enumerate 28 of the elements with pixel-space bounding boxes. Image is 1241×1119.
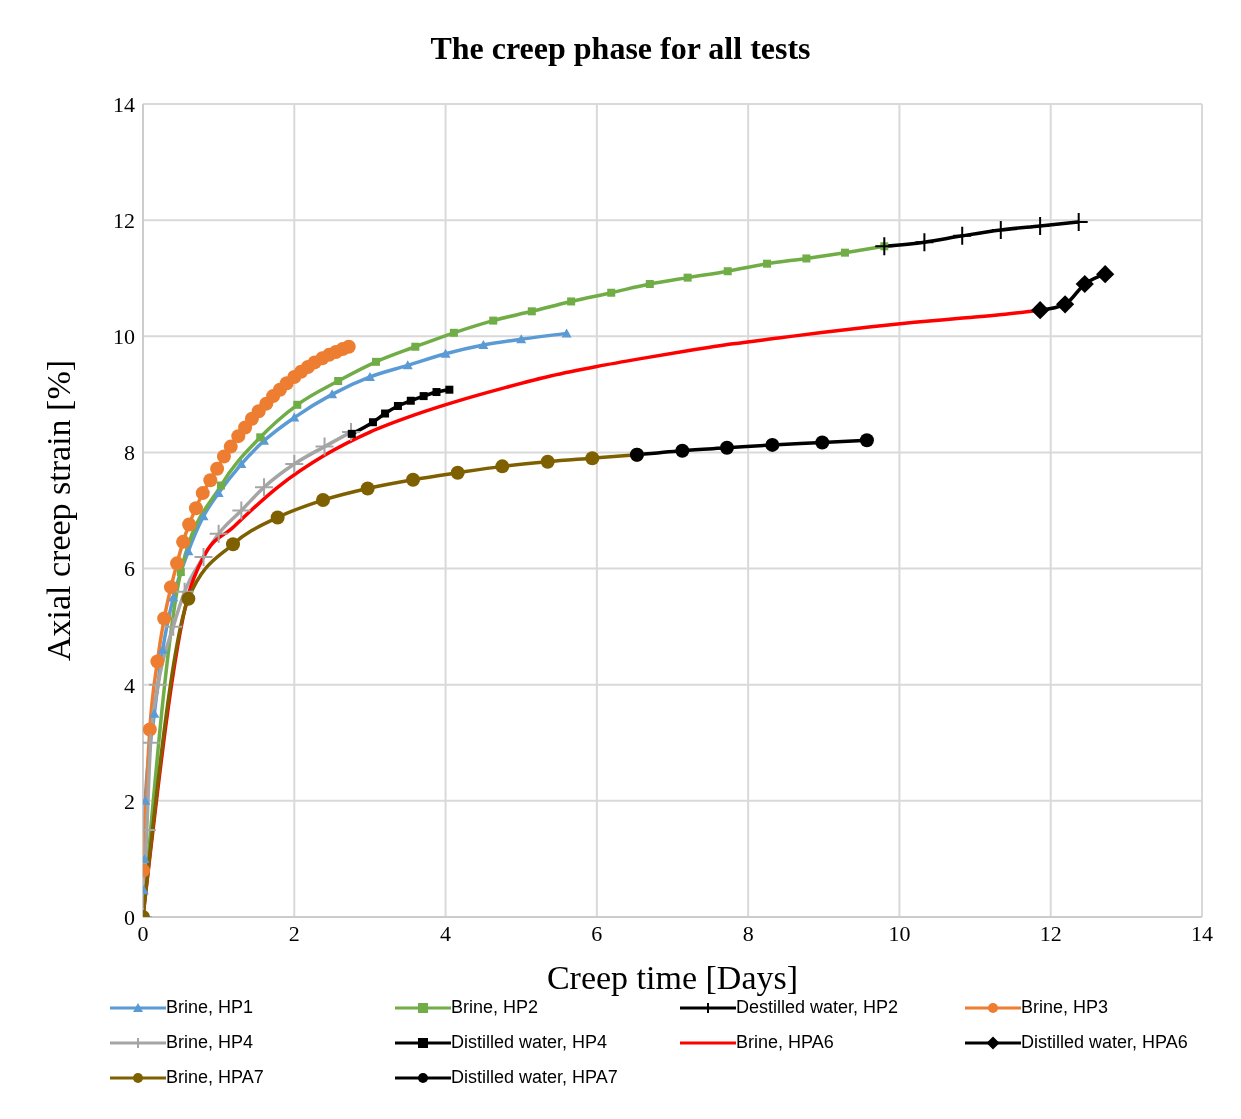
x-tick-label: 14 [1191,920,1213,946]
y-tick-label: 2 [124,788,135,814]
x-axis-title: Creep time [Days] [546,959,799,996]
y-tick-label: 10 [113,324,135,350]
legend-label: Brine, HPA6 [736,1032,834,1053]
y-tick-label: 14 [113,91,135,117]
legend-label: Brine, HP3 [1021,997,1109,1018]
chart-title: The creep phase for all tests [429,30,812,67]
y-tick-label: 4 [124,672,135,698]
legend-label: Brine, HP4 [166,1032,254,1053]
y-tick-label: 12 [113,207,135,233]
legend-label: Brine, HP1 [166,997,254,1018]
legend-label: Destilled water, HP2 [736,997,899,1018]
legend-label: Brine, HPA7 [166,1067,264,1088]
legend-label: Distilled water, HPA7 [451,1067,618,1088]
y-tick-label: 8 [124,440,135,466]
legend-label: Brine, HP2 [451,997,539,1018]
x-tick-label: 8 [742,920,754,946]
x-tick-label: 12 [1039,920,1062,946]
x-tick-label: 2 [288,920,300,946]
legend-label: Distilled water, HP4 [451,1032,608,1053]
legend-label: Distilled water, HPA6 [1021,1032,1188,1053]
y-axis-title: Axial creep strain [%] [40,359,78,662]
x-tick-label: 6 [591,920,603,946]
x-tick-label: 10 [888,920,911,946]
y-tick-label: 6 [124,556,135,582]
x-tick-label: 4 [440,920,452,946]
y-tick-label: 0 [124,904,135,930]
